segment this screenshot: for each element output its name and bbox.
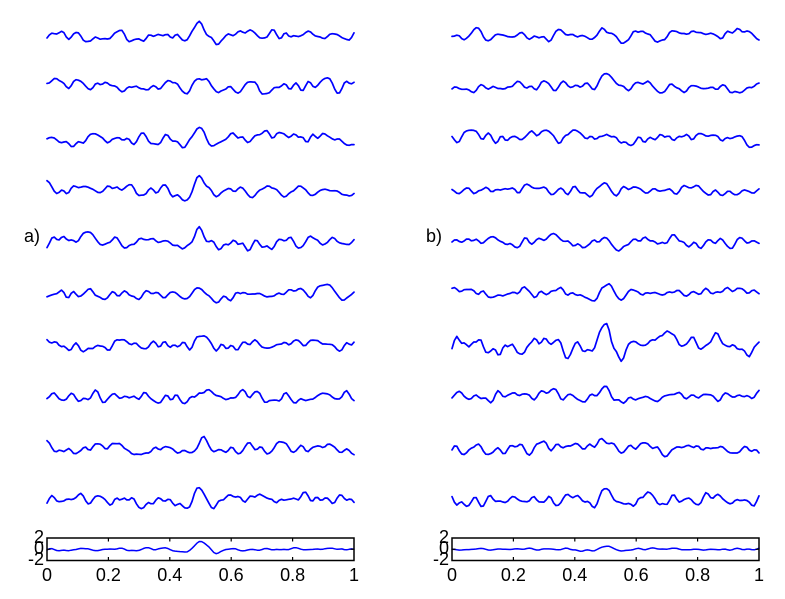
panel-a-ytick-bottom: -2 bbox=[27, 548, 44, 569]
panel-b-xtick-0: 0 bbox=[446, 565, 457, 585]
panel-b-xtick-4: 0.8 bbox=[685, 565, 711, 585]
panel-b-ytick-mid: 0 bbox=[438, 537, 449, 558]
panel-a-xtick-5: 1 bbox=[348, 565, 359, 585]
panel-a-xtick-1: 0.2 bbox=[95, 565, 121, 585]
panel-a-label: a) bbox=[23, 226, 40, 246]
panel-a-ytick-mid: 0 bbox=[33, 537, 44, 558]
panel-b-label: b) bbox=[425, 226, 442, 246]
panel-b-xtick-1: 0.2 bbox=[500, 565, 526, 585]
panel-a-ytick-top: 2 bbox=[33, 526, 44, 547]
panel-b-xtick-2: 0.4 bbox=[562, 565, 588, 585]
panel-b-ytick-top: 2 bbox=[438, 526, 449, 547]
panel-b-ytick-bottom: -2 bbox=[432, 548, 449, 569]
panel-a-xtick-3: 0.6 bbox=[218, 565, 244, 585]
panel-b-xtick-5: 1 bbox=[753, 565, 764, 585]
panel-b-xtick-3: 0.6 bbox=[623, 565, 649, 585]
panel-a-xtick-2: 0.4 bbox=[157, 565, 183, 585]
panel-a-xtick-0: 0 bbox=[41, 565, 52, 585]
panel-a-xtick-4: 0.8 bbox=[280, 565, 306, 585]
